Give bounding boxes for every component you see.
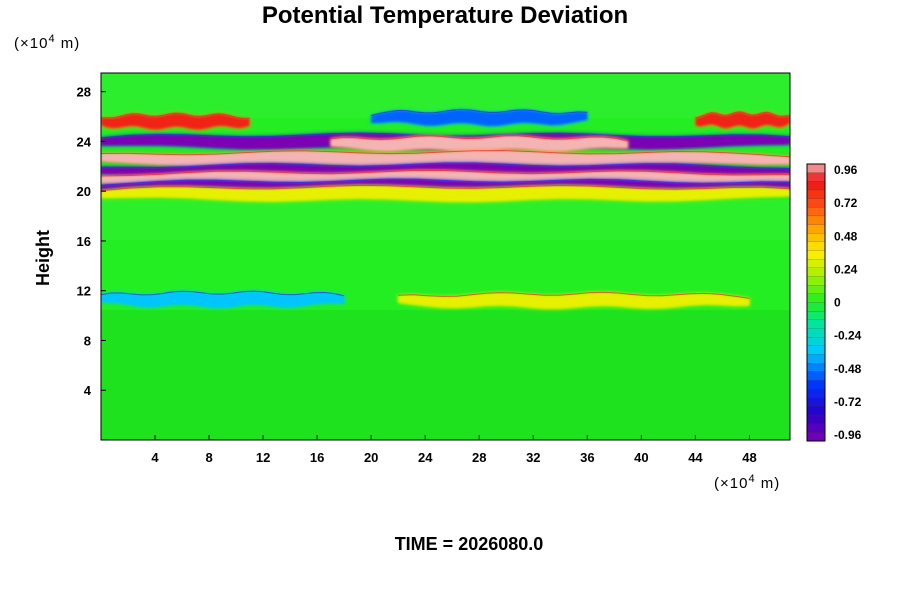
colorbar-swatch [806, 406, 826, 416]
y-tick-label: 4 [84, 383, 92, 398]
colorbar-swatch [806, 172, 826, 182]
colorbar-swatch [806, 345, 826, 355]
y-tick-label: 8 [84, 333, 91, 348]
x-tick-label: 16 [310, 450, 324, 465]
x-tick-label: 8 [205, 450, 212, 465]
y-axis-label: Height [33, 230, 53, 286]
x-tick-label: 24 [418, 450, 433, 465]
colorbar-tick-label: -0.72 [834, 395, 862, 409]
heatmap-band [371, 109, 588, 127]
heatmap-band-contour [695, 111, 790, 119]
colorbar-swatch [806, 250, 826, 260]
lower-field-shade [101, 310, 790, 440]
x-tick-label: 32 [526, 450, 540, 465]
heatmap-band-contour [330, 135, 628, 142]
colorbar-swatch [806, 259, 826, 269]
plot-frame [100, 72, 791, 441]
x-axis: 4 8 12 16 20 24 28 32 36 40 44 48 [151, 435, 757, 465]
y-axis: 4 8 12 16 20 24 28 [77, 85, 106, 398]
upper-field-tint [101, 73, 790, 118]
y-tick-label: 20 [77, 184, 91, 199]
y-tick-label: 12 [77, 284, 91, 299]
heatmap-band-contour [101, 162, 790, 169]
colorbar-swatch [806, 337, 826, 347]
heatmap-band-contour [101, 178, 790, 186]
colorbar-tick-label: -0.24 [834, 329, 862, 343]
colorbar-swatch [806, 293, 826, 303]
heatmap-band [695, 111, 790, 129]
colorbar-swatch [806, 414, 826, 425]
colorbar-swatch [806, 380, 826, 390]
heatmap-band-contour [398, 291, 750, 299]
colorbar-swatch [806, 354, 826, 364]
colorbar-swatch [806, 388, 826, 399]
x-tick-label: 20 [364, 450, 378, 465]
colorbar-swatch [806, 198, 826, 208]
colorbar-tick-label: -0.48 [834, 362, 862, 376]
x-tick-label: 48 [742, 450, 756, 465]
colorbar-tick-label: 0 [834, 296, 841, 310]
colorbar-swatch [806, 267, 826, 277]
heatmap-band-contour [101, 132, 790, 139]
colorbar-swatch [806, 319, 826, 329]
x-tick-label: 4 [151, 450, 159, 465]
colorbar-tick-label: 0.72 [834, 196, 858, 210]
y-axis-unit: (×104 m) [14, 33, 80, 52]
colorbar-swatch [806, 423, 826, 433]
colorbar-swatch [806, 302, 826, 312]
y-tick-label: 28 [77, 85, 91, 100]
band-layer [101, 108, 790, 309]
colorbar-swatch [806, 207, 826, 217]
heatmap-band-contour [101, 290, 345, 297]
heatmap-band [101, 185, 790, 202]
heatmap-band-contour [101, 112, 250, 119]
heatmap-band [101, 291, 345, 308]
heatmap-band-contour [101, 184, 790, 192]
heatmap-band [330, 135, 628, 153]
colorbar-swatch [806, 233, 826, 243]
x-tick-label: 28 [472, 450, 486, 465]
heatmap-band-contour [101, 149, 790, 158]
heatmap-band-contour [371, 108, 588, 116]
colorbar-swatch [806, 397, 826, 407]
colorbar-tick-label: 0.24 [834, 262, 858, 276]
y-tick-label: 16 [77, 234, 91, 249]
colorbar-swatch [806, 163, 826, 174]
colorbar-tick-label: 0.48 [834, 229, 858, 243]
heatmap-band [101, 113, 250, 130]
colorbar-frame [806, 163, 826, 442]
x-tick-label: 40 [634, 450, 648, 465]
colorbar [806, 163, 826, 442]
colorbar-tick-label: -0.96 [834, 428, 862, 442]
colorbar-swatch [806, 362, 826, 373]
colorbar-swatch [806, 276, 826, 286]
colorbar-swatch [806, 224, 826, 234]
colorbar-swatch [806, 215, 826, 225]
x-tick-label: 36 [580, 450, 594, 465]
time-label: TIME = 2026080.0 [395, 534, 544, 554]
plot-area [101, 73, 790, 440]
colorbar-swatch [806, 328, 826, 338]
heatmap-band [398, 292, 750, 309]
colorbar-swatch [806, 189, 826, 200]
colorbar-labels: 0.96 0.72 0.48 0.24 0 -0.24 -0.48 -0.72 -0.96 [834, 163, 862, 442]
x-tick-label: 12 [256, 450, 270, 465]
y-tick-label: 24 [77, 134, 92, 149]
colorbar-swatch [806, 181, 826, 191]
x-axis-unit: (×104 m) [714, 473, 780, 492]
heatmap-band-contour [101, 169, 790, 177]
colorbar-swatch [806, 432, 826, 442]
x-tick-label: 44 [688, 450, 703, 465]
chart-title: Potential Temperature Deviation [262, 2, 628, 29]
colorbar-tick-label: 0.96 [834, 163, 858, 177]
colorbar-swatch [806, 285, 826, 295]
mid-field-tint [101, 200, 790, 240]
colorbar-swatch [806, 311, 826, 321]
colorbar-swatch [806, 241, 826, 251]
colorbar-swatch [806, 371, 826, 381]
